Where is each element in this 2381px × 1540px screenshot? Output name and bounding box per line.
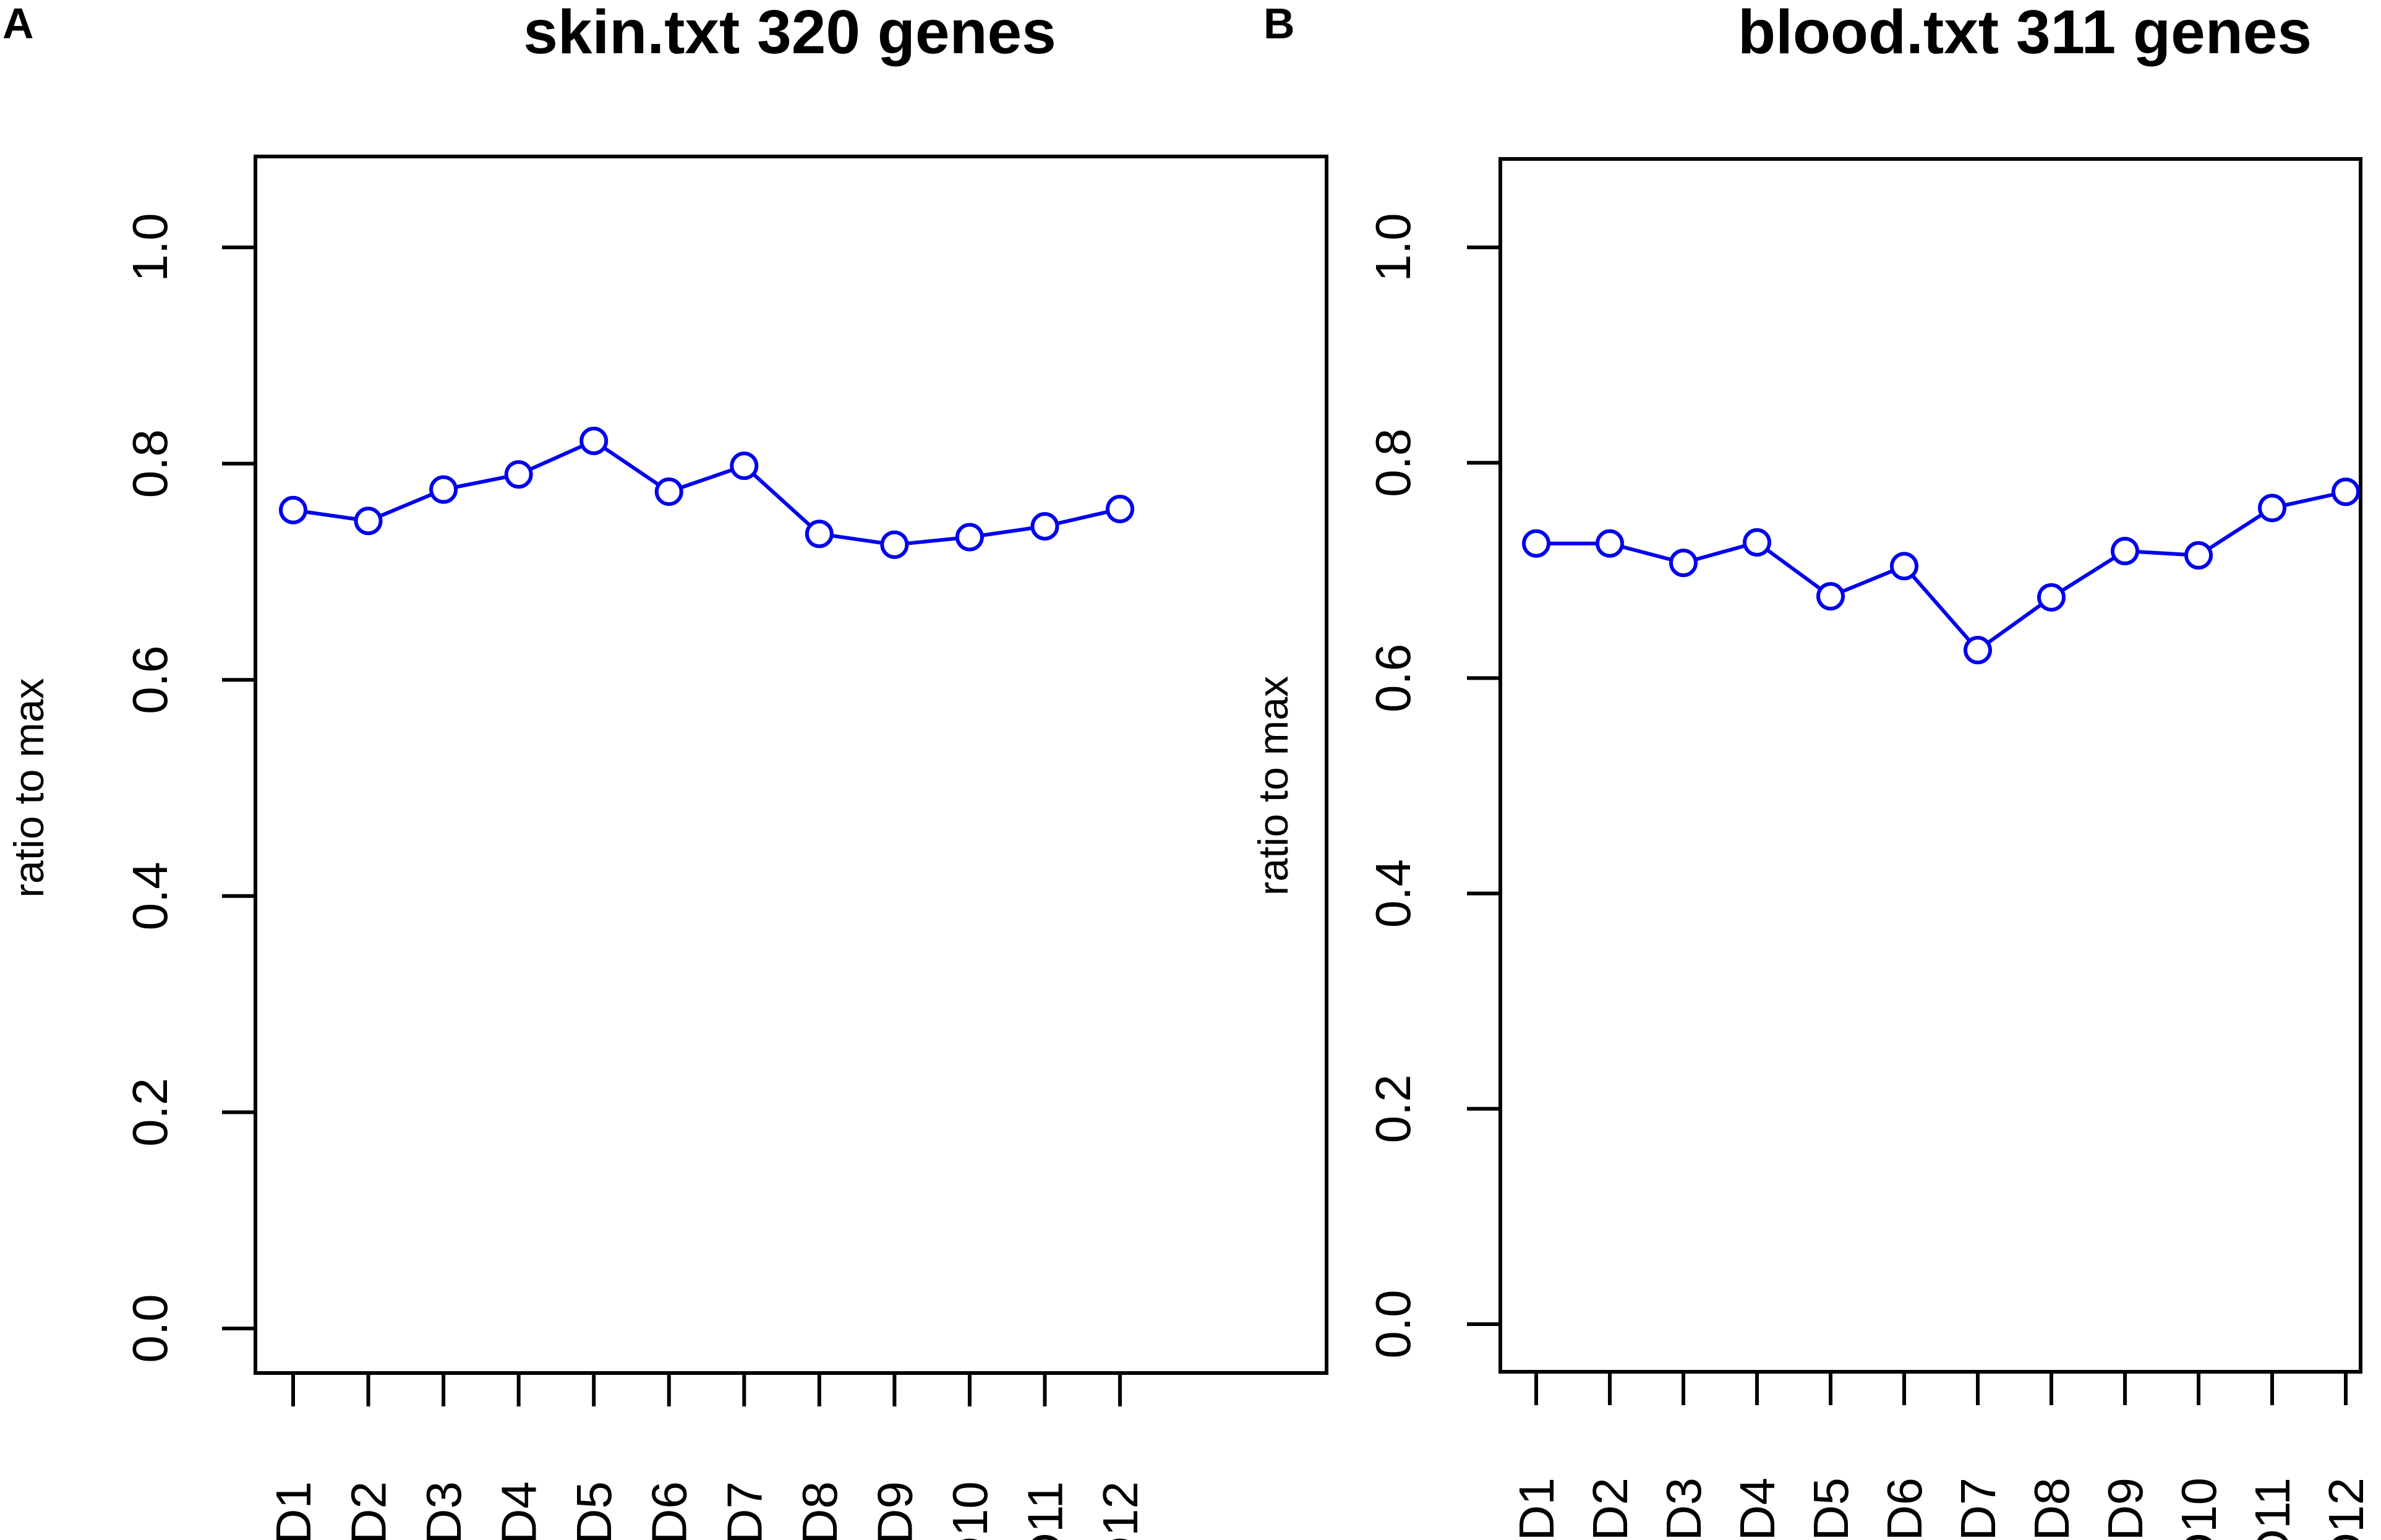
x-tick-label: D11 bbox=[1017, 1481, 1072, 1540]
data-point-d8 bbox=[805, 520, 834, 549]
y-tick-label: 0.2 bbox=[1366, 1074, 1421, 1143]
series-line-segment bbox=[2137, 550, 2187, 557]
data-point-d4 bbox=[1743, 528, 1771, 557]
data-point-d1 bbox=[1522, 529, 1550, 558]
data-point-d4 bbox=[504, 460, 533, 489]
series-line-segment bbox=[603, 446, 660, 487]
series-line-segment bbox=[1910, 574, 1972, 643]
data-point-d2 bbox=[1596, 529, 1624, 558]
series-line-segment bbox=[1056, 510, 1109, 526]
data-point-d7 bbox=[730, 451, 759, 481]
x-tick-label: D5 bbox=[1803, 1478, 1858, 1540]
data-point-d11 bbox=[2258, 494, 2286, 523]
x-tick-label: D4 bbox=[1730, 1478, 1785, 1540]
series-line-segment bbox=[831, 534, 883, 545]
y-tick-label: 0.0 bbox=[122, 1294, 177, 1362]
y-tick-label: 1.0 bbox=[1366, 213, 1421, 281]
series-line-segment bbox=[752, 473, 812, 528]
x-tick-label: D8 bbox=[2024, 1478, 2079, 1540]
data-point-d12 bbox=[1106, 495, 1134, 524]
series-line-segment bbox=[529, 444, 584, 471]
series-line-segment bbox=[981, 526, 1033, 537]
plot-frame bbox=[1498, 157, 2362, 1374]
x-tick-label: D3 bbox=[416, 1481, 471, 1540]
series-line-segment bbox=[906, 536, 958, 545]
x-tick-label: D1 bbox=[1509, 1478, 1564, 1540]
x-tick-label: D9 bbox=[2098, 1478, 2153, 1540]
y-tick-label: 0.8 bbox=[122, 429, 177, 498]
data-point-d12 bbox=[2332, 477, 2360, 507]
x-tick-label: D2 bbox=[341, 1481, 396, 1540]
panel-label: B bbox=[1263, 0, 1295, 48]
x-tick-label: D11 bbox=[2245, 1478, 2300, 1540]
x-tick-label: D6 bbox=[642, 1481, 697, 1540]
data-point-d6 bbox=[1890, 552, 1918, 581]
x-tick-label: D10 bbox=[943, 1481, 998, 1540]
x-tick-label: D6 bbox=[1877, 1478, 1932, 1540]
data-point-d3 bbox=[429, 475, 458, 504]
plot-frame bbox=[254, 155, 1328, 1375]
y-tick-label: 0.6 bbox=[1366, 644, 1421, 712]
series-line-segment bbox=[1621, 544, 1672, 562]
series-line-segment bbox=[2061, 556, 2116, 592]
series-line-segment bbox=[2283, 492, 2335, 507]
data-point-d10 bbox=[955, 523, 984, 552]
data-point-d3 bbox=[1669, 549, 1698, 578]
x-tick-label: D1 bbox=[266, 1481, 321, 1540]
y-tick-label: 0.0 bbox=[1366, 1290, 1421, 1358]
chart-title: blood.txt 311 genes bbox=[1738, 0, 2312, 67]
x-tick-label: D4 bbox=[492, 1481, 547, 1540]
series-line-segment bbox=[680, 468, 733, 490]
data-point-d1 bbox=[279, 495, 307, 524]
data-point-d10 bbox=[2184, 541, 2213, 570]
series-line-segment bbox=[1695, 544, 1746, 562]
x-tick-label: D10 bbox=[2171, 1478, 2226, 1540]
x-tick-label: D12 bbox=[2319, 1478, 2374, 1540]
series-line-segment bbox=[455, 475, 507, 489]
y-tick-label: 0.2 bbox=[122, 1078, 177, 1147]
series-line-segment bbox=[1766, 548, 1822, 591]
data-point-d9 bbox=[880, 530, 909, 559]
x-tick-label: D2 bbox=[1583, 1478, 1638, 1540]
series-line-segment bbox=[378, 492, 433, 518]
data-point-d5 bbox=[579, 426, 609, 455]
x-tick-label: D7 bbox=[1951, 1478, 2006, 1540]
series-line-segment bbox=[1841, 569, 1894, 594]
data-point-d2 bbox=[354, 507, 383, 536]
y-tick-label: 0.4 bbox=[1366, 859, 1421, 928]
data-point-d8 bbox=[2037, 583, 2066, 612]
y-tick-label: 1.0 bbox=[122, 213, 177, 281]
series-line-segment bbox=[2208, 513, 2263, 550]
data-point-d9 bbox=[2111, 536, 2139, 565]
chart-title: skin.txt 320 genes bbox=[523, 0, 1056, 67]
series-line-segment bbox=[305, 510, 357, 521]
y-tick-label: 0.6 bbox=[122, 646, 177, 714]
x-tick-label: D9 bbox=[867, 1481, 922, 1540]
data-point-d5 bbox=[1816, 582, 1845, 611]
data-point-d11 bbox=[1030, 511, 1059, 541]
x-tick-label: D12 bbox=[1093, 1481, 1148, 1540]
x-tick-label: D7 bbox=[717, 1481, 772, 1540]
y-tick-label: 0.8 bbox=[1366, 429, 1421, 497]
x-tick-label: D8 bbox=[792, 1481, 847, 1540]
panel-label: A bbox=[2, 0, 34, 48]
y-axis-title: ratio to max bbox=[1250, 676, 1297, 896]
series-line-segment bbox=[1986, 603, 2043, 644]
y-tick-label: 0.4 bbox=[122, 862, 177, 930]
x-tick-label: D3 bbox=[1656, 1478, 1711, 1540]
data-point-d6 bbox=[654, 477, 683, 507]
x-tick-label: D5 bbox=[566, 1481, 622, 1540]
data-point-d7 bbox=[1964, 636, 1992, 665]
y-axis-title: ratio to max bbox=[6, 678, 53, 897]
